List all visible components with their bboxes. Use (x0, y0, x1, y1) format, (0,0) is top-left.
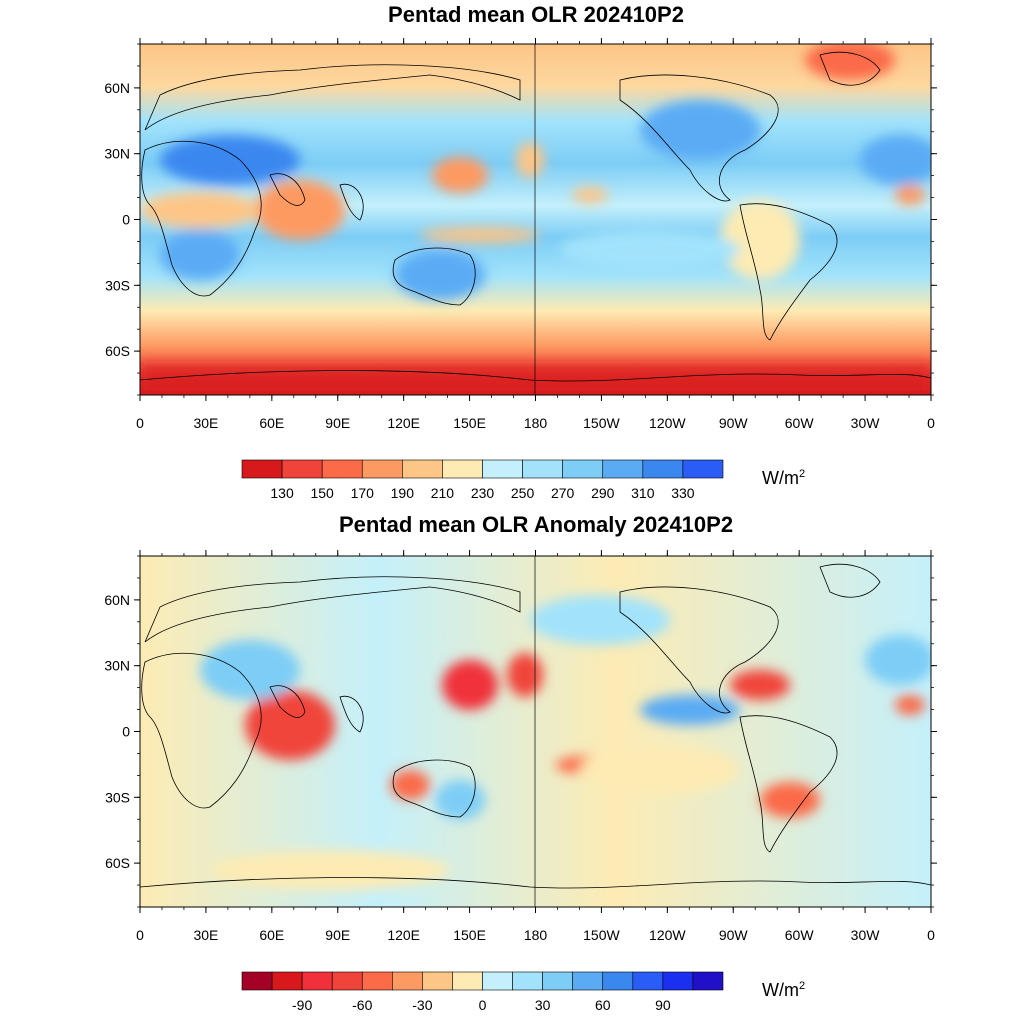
x-tick-label: 0 (136, 415, 144, 431)
colorbar-swatch (692, 971, 724, 991)
x-tick-label: 60W (785, 927, 815, 943)
colorbar-swatch (482, 971, 513, 991)
olr-map-axes: 0 30E 60E 90E 120E 150E 180 150W 120W 90W 60W 30W 0 6… (104, 38, 937, 431)
y-tick-label: 30N (104, 658, 130, 674)
colorbar-swatch (331, 971, 363, 991)
x-tick-label: 30W (851, 415, 881, 431)
y-tick-label: 30N (104, 146, 130, 162)
colorbar-label: 0 (479, 997, 487, 1013)
colorbar-swatch (632, 971, 664, 991)
x-tick-label: 180 (524, 415, 548, 431)
colorbar-label: 130 (270, 485, 294, 501)
colorbar-swatch (522, 459, 563, 479)
colorbar-swatch (572, 971, 604, 991)
colorbar-label: 250 (511, 485, 535, 501)
olr-colorbar: 130 150 170 190 210 230 250 270 290 310 330 (241, 459, 724, 501)
anomaly-map-field (140, 556, 931, 907)
y-tick-label: 0 (122, 724, 130, 740)
colorbar-label: 60 (595, 997, 611, 1013)
colorbar-label: 310 (631, 485, 655, 501)
colorbar-swatch (512, 971, 543, 991)
x-tick-label: 90W (719, 927, 749, 943)
colorbar-swatch (271, 971, 303, 991)
colorbar-label: 270 (551, 485, 575, 501)
anomaly-colorbar-unit: W/m2 (762, 980, 806, 1000)
colorbar-label: -90 (292, 997, 312, 1013)
colorbar-swatch (562, 459, 604, 479)
colorbar-label: 330 (671, 485, 695, 501)
x-tick-label: 120W (649, 927, 686, 943)
x-tick-label: 90E (325, 415, 350, 431)
colorbar-label: 230 (471, 485, 495, 501)
colorbar-swatch (241, 971, 273, 991)
y-tick-label: 60N (104, 592, 130, 608)
y-tick-label: 30S (105, 789, 130, 805)
x-tick-label: 90E (325, 927, 350, 943)
y-tick-label: 0 (122, 212, 130, 228)
panel-title-olr: Pentad mean OLR 202410P2 (388, 2, 684, 27)
x-tick-label: 180 (524, 927, 548, 943)
x-tick-label: 90W (719, 415, 749, 431)
colorbar-swatch (602, 971, 634, 991)
colorbar-label: 150 (310, 485, 334, 501)
x-tick-label: 30W (851, 927, 881, 943)
x-tick-label: 120W (649, 415, 686, 431)
colorbar-swatch (422, 971, 453, 991)
colorbar-label: -60 (352, 997, 372, 1013)
x-tick-label: 60W (785, 415, 815, 431)
x-tick-label: 150E (453, 415, 486, 431)
colorbar-swatch (682, 459, 724, 479)
colorbar-swatch (442, 459, 483, 479)
x-tick-label: 60E (259, 415, 284, 431)
colorbar-swatch (402, 459, 443, 479)
colorbar-label: 210 (431, 485, 455, 501)
x-tick-label: 30E (193, 927, 218, 943)
colorbar-label: 190 (391, 485, 415, 501)
colorbar-swatch (482, 459, 523, 479)
x-tick-label: 120E (387, 415, 420, 431)
colorbar-swatch (361, 971, 393, 991)
y-tick-label: 60S (105, 855, 130, 871)
colorbar-swatch (452, 971, 483, 991)
colorbar-swatch (281, 459, 323, 479)
colorbar-swatch (662, 971, 694, 991)
y-tick-label: 60S (105, 343, 130, 359)
panel-title-anomaly: Pentad mean OLR Anomaly 202410P2 (338, 512, 734, 537)
x-tick-label: 120E (387, 927, 420, 943)
colorbar-label: 170 (351, 485, 375, 501)
y-tick-label: 60N (104, 80, 130, 96)
x-tick-label: 0 (136, 927, 144, 943)
colorbar-swatch (321, 459, 363, 479)
colorbar-swatch (241, 459, 283, 479)
x-tick-label: 150E (453, 927, 486, 943)
colorbar-swatch (602, 459, 644, 479)
colorbar-swatch (542, 971, 573, 991)
colorbar-swatch (301, 971, 333, 991)
colorbar-label: -30 (412, 997, 432, 1013)
anomaly-map-axes: 0 30E 60E 90E 120E 150E 180 150W 120W 90W 60W 30W 0 6… (104, 550, 937, 943)
y-tick-label: 30S (105, 277, 130, 293)
colorbar-swatch (392, 971, 423, 991)
colorbar-label: 290 (591, 485, 615, 501)
x-tick-label: 0 (927, 927, 935, 943)
colorbar-swatch (642, 459, 684, 479)
x-tick-label: 60E (259, 927, 284, 943)
colorbar-label: 90 (655, 997, 671, 1013)
olr-colorbar-unit: W/m2 (762, 468, 806, 488)
x-tick-label: 30E (193, 415, 218, 431)
anomaly-colorbar: -90 -60 -30 0 30 60 90 (241, 971, 724, 1013)
colorbar-label: 30 (535, 997, 551, 1013)
x-tick-label: 150W (583, 927, 620, 943)
olr-map-field (140, 44, 931, 395)
x-tick-label: 150W (583, 415, 620, 431)
x-tick-label: 0 (927, 415, 935, 431)
colorbar-swatch (361, 459, 403, 479)
